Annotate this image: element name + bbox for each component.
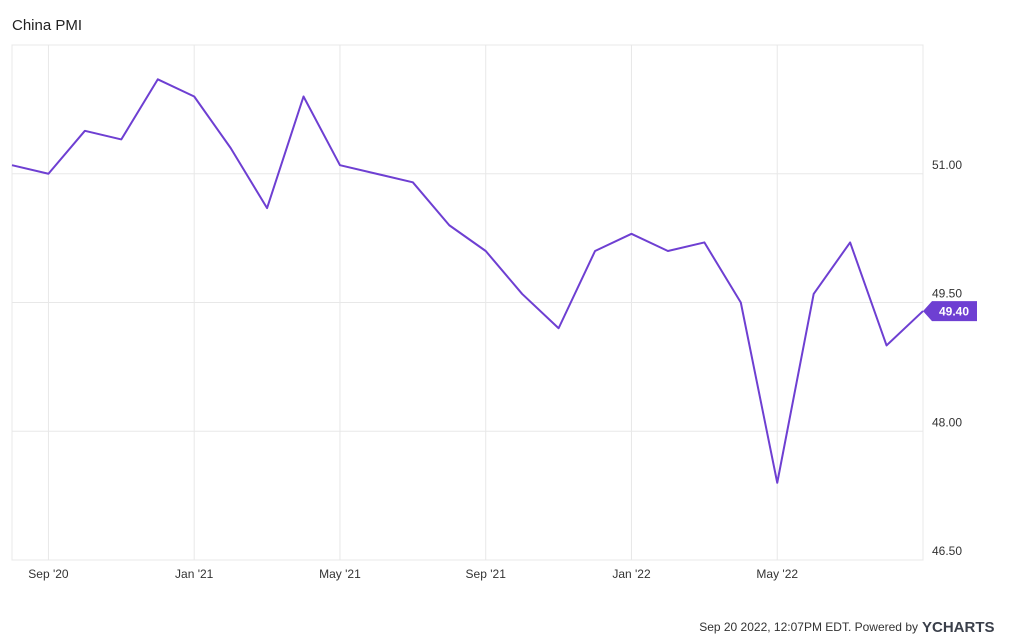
y-tick-label: 48.00 — [932, 415, 962, 429]
x-tick-label: May '22 — [756, 567, 798, 581]
y-tick-label: 49.50 — [932, 287, 962, 301]
footer: Sep 20 2022, 12:07PM EDT. Powered by — [699, 620, 918, 634]
chart-title: China PMI — [12, 17, 82, 34]
brand: YCHARTS — [922, 619, 995, 636]
line — [11, 78, 924, 484]
x-tick-label: Sep '21 — [466, 567, 507, 581]
value-flag — [923, 301, 977, 322]
y-tick-label: 46.50 — [932, 544, 962, 558]
value-label: 49.40 — [939, 304, 969, 318]
x-tick-label: Jan '21 — [175, 567, 214, 581]
x-tick-label: May '21 — [319, 567, 361, 581]
x-tick-label: Sep '20 — [28, 567, 69, 581]
x-tick-label: Jan '22 — [612, 567, 651, 581]
y-tick-label: 51.00 — [932, 158, 962, 172]
